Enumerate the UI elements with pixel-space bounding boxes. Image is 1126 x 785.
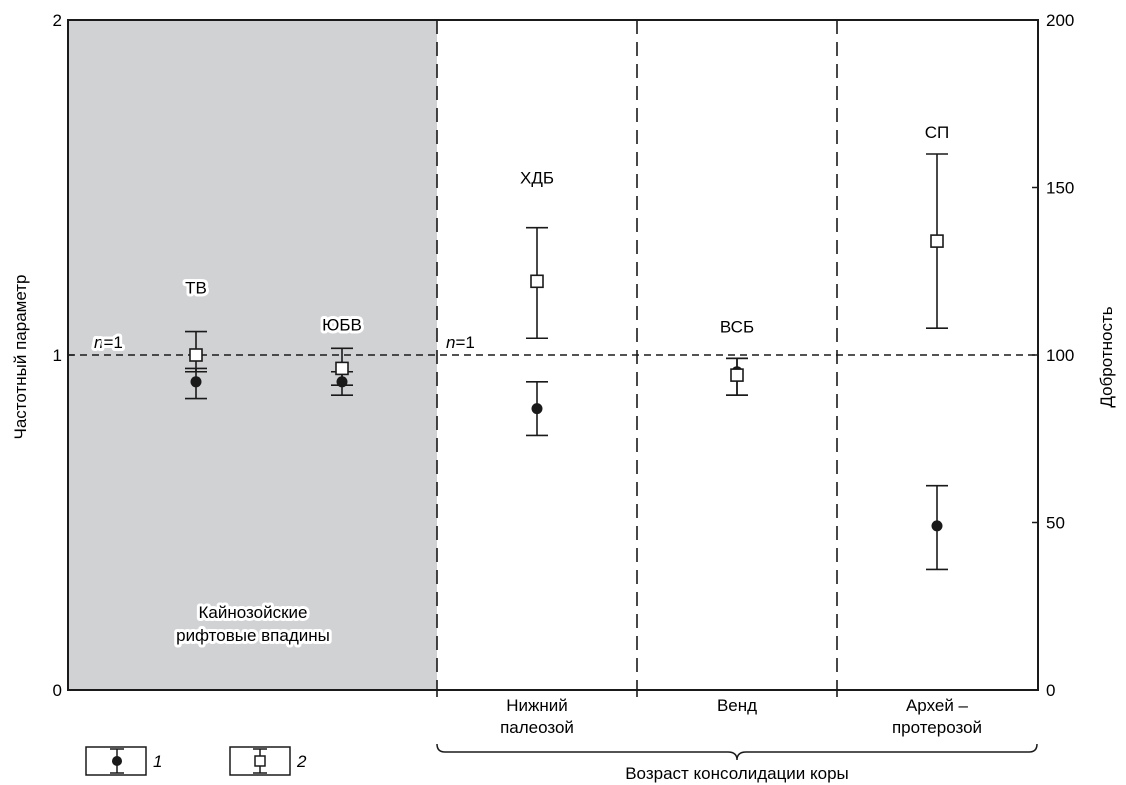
site-ХДБ (526, 226, 548, 437)
legend-label-2: 2 (296, 752, 307, 771)
legend-item-filled-circle: 1 (85, 746, 162, 776)
right-tick-label: 50 (1046, 514, 1065, 533)
region-label-line1: Кайнозойские (199, 603, 308, 622)
n-point (336, 376, 348, 388)
region-label-line2: палеозой (500, 718, 574, 737)
chart-labels: Кайнозойские рифтовые впадины Нижний палеоз… (91, 123, 982, 737)
site-label: СП (925, 123, 950, 142)
q-point (530, 274, 544, 289)
region-label-line1: Архей – (906, 696, 969, 715)
left-axis-title: Частотный параметр (11, 275, 30, 440)
axis-ticks: 0 1 2 0 50 100 150 200 (53, 11, 1075, 700)
site-label: ТВ (185, 279, 207, 298)
site-label: ВСБ (720, 317, 754, 336)
region-dividers (436, 20, 838, 697)
right-tick-label: 0 (1046, 681, 1055, 700)
legend-open-square-icon (254, 755, 266, 767)
right-axis-title: Добротность (1097, 306, 1116, 407)
site-СП (926, 153, 948, 571)
x-axis-title: Возраст консолидации коры (625, 764, 849, 783)
legend: 1 2 (85, 746, 307, 776)
site-ВСБ (726, 357, 748, 397)
legend-item-open-square: 2 (229, 746, 307, 776)
brace (436, 743, 1038, 761)
region-label-line2: рифтовые впадины (176, 626, 330, 645)
right-tick-label: 100 (1046, 346, 1074, 365)
n-point (190, 376, 202, 388)
n-point (531, 403, 543, 415)
legend-filled-circle-icon (112, 756, 122, 766)
region-label-line1: Венд (717, 696, 757, 715)
q-point (930, 234, 944, 248)
q-point (189, 348, 203, 362)
legend-label-1: 1 (153, 752, 162, 771)
left-tick-label: 1 (53, 346, 62, 365)
q-point (335, 361, 349, 376)
region-label-line1: Нижний (506, 696, 568, 715)
right-tick-label: 150 (1046, 179, 1074, 198)
region-label-line2: протерозой (892, 718, 982, 737)
q-point (730, 368, 744, 382)
chart-marks (185, 153, 948, 571)
left-tick-label: 0 (53, 681, 62, 700)
site-ТВ (185, 330, 207, 400)
site-label: ХДБ (520, 169, 554, 188)
reference-label-n1: n=1 (94, 333, 123, 352)
site-ЮБВ (331, 347, 353, 397)
right-tick-label: 200 (1046, 11, 1074, 30)
site-label: ЮБВ (322, 315, 362, 334)
n-point (931, 520, 943, 532)
left-tick-label: 2 (53, 11, 62, 30)
reference-label-n1: n=1 (446, 333, 475, 352)
